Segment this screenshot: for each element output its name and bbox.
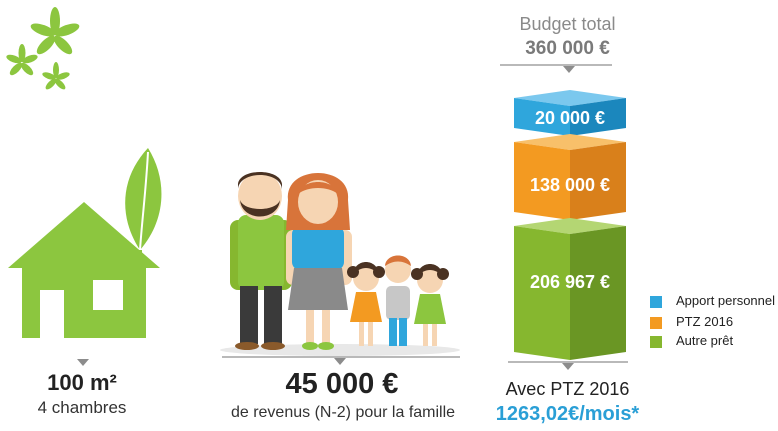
- segment-autre-label: 206 967 €: [529, 272, 611, 292]
- family-icon: [220, 172, 460, 356]
- legend-label: PTZ 2016: [676, 314, 734, 329]
- budget-total: 360 000 €: [525, 38, 610, 59]
- ptz-title: Avec PTZ 2016: [505, 379, 630, 399]
- budget-underline: [500, 64, 612, 66]
- budget-pointer: [563, 66, 575, 73]
- ptz-underline: [508, 361, 628, 363]
- family-pointer: [334, 358, 346, 365]
- ptz-monthly: 1263,02€/mois*: [495, 403, 640, 425]
- legend-swatch: [650, 296, 662, 308]
- house-rooms: 4 chambres: [37, 398, 127, 417]
- budget-label: Budget total: [519, 14, 616, 34]
- legend-swatch: [650, 336, 662, 348]
- income-label: de revenus (N-2) pour la famille: [230, 404, 456, 421]
- segment-ptz-label: 138 000 €: [529, 175, 611, 195]
- ptz-pointer: [562, 363, 574, 370]
- legend-swatch: [650, 317, 662, 329]
- income-amount: 45 000 €: [285, 368, 399, 400]
- legend-label: Autre prêt: [676, 333, 734, 348]
- family-underline: [222, 356, 460, 358]
- house-size: 100 m²: [47, 370, 117, 395]
- budget-stack: [514, 90, 626, 360]
- segment-apport-label: 20 000 €: [534, 108, 606, 128]
- legend-label: Apport personnel: [676, 293, 776, 308]
- house-pointer: [77, 359, 89, 366]
- house-icon: [8, 148, 162, 338]
- leaf-decoration-icon: [6, 7, 80, 90]
